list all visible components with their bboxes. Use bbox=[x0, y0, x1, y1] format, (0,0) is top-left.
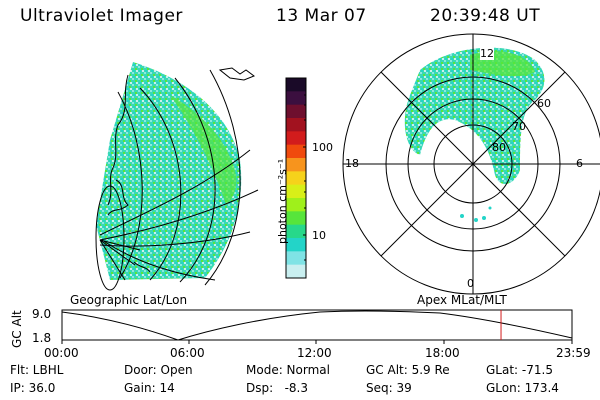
status-gc-alt: GC Alt: 5.9 Re bbox=[366, 363, 450, 377]
colorbar-cell bbox=[286, 118, 306, 132]
colorbar-cell bbox=[286, 171, 306, 186]
status-glat: GLat: -71.5 bbox=[486, 363, 553, 377]
timeline-xtick-0000: 00:00 bbox=[44, 346, 79, 360]
status-dsp: Dsp: -8.3 bbox=[246, 381, 309, 395]
colorbar-ticks bbox=[303, 94, 306, 261]
date-readout: 13 Mar 07 bbox=[276, 6, 367, 26]
colorbar-cell bbox=[286, 264, 306, 279]
polar-panel-label: Apex MLat/MLT bbox=[417, 293, 507, 307]
colorbar-cell bbox=[286, 91, 306, 106]
colorbar-tick-10: 10 bbox=[312, 229, 326, 242]
geo-aurora-green-core bbox=[170, 95, 237, 205]
timeline-ytick-9: 9.0 bbox=[32, 307, 52, 321]
lat-label-80: 80 bbox=[492, 141, 506, 154]
colorbar-cell bbox=[286, 184, 306, 199]
status-gain: Gain: 14 bbox=[124, 381, 175, 395]
geo-panel-label: Geographic Lat/Lon bbox=[70, 293, 188, 307]
status-door: Door: Open bbox=[124, 363, 193, 377]
mlt-label-18: 18 bbox=[345, 157, 359, 170]
colorbar-cell bbox=[286, 238, 306, 252]
coastline-outline bbox=[107, 67, 256, 273]
altitude-timeline bbox=[61, 309, 573, 344]
colorbar-unit-label: photon cm⁻²s⁻¹ bbox=[276, 158, 289, 244]
colorbar-tick-100: 100 bbox=[312, 141, 333, 154]
colorbar bbox=[285, 77, 307, 279]
colorbar-cell bbox=[286, 251, 306, 266]
timeline-xtick-1200: 12:00 bbox=[297, 346, 332, 360]
colorbar-cell bbox=[286, 131, 306, 146]
status-seq: Seq: 39 bbox=[366, 381, 412, 395]
mlt-label-0: 0 bbox=[467, 277, 474, 290]
colorbar-cell bbox=[286, 211, 306, 226]
polar-plot-panel bbox=[342, 33, 600, 295]
geo-grid-lines bbox=[95, 69, 259, 291]
timeline-xtick-1800: 18:00 bbox=[425, 346, 460, 360]
timeline-ylabel: GC Alt bbox=[10, 310, 24, 348]
mlt-label-12: 12 bbox=[480, 47, 494, 60]
status-ip: IP: 36.0 bbox=[10, 381, 56, 395]
app-title: Ultraviolet Imager bbox=[20, 6, 183, 26]
status-mode: Mode: Normal bbox=[246, 363, 330, 377]
timeline-xtick-0600: 06:00 bbox=[170, 346, 205, 360]
timeline-ytick-1-8: 1.8 bbox=[32, 331, 52, 345]
polar-grid bbox=[342, 33, 600, 295]
geo-map-panel bbox=[95, 62, 259, 291]
timeline-ticks bbox=[61, 340, 573, 344]
altitude-curve bbox=[61, 310, 573, 341]
status-glon: GLon: 173.4 bbox=[486, 381, 559, 395]
lat-label-70: 70 bbox=[512, 120, 526, 133]
lat-label-60: 60 bbox=[537, 97, 551, 110]
geo-aurora-image bbox=[96, 62, 242, 280]
colorbar-cell bbox=[286, 158, 306, 172]
status-flt: Flt: LBHL bbox=[10, 363, 64, 377]
mlt-label-6: 6 bbox=[576, 157, 583, 170]
polar-aurora-spots bbox=[460, 206, 492, 222]
colorbar-cell bbox=[286, 198, 306, 212]
colorbar-cell bbox=[286, 144, 306, 159]
timeline-xtick-2359: 23:59 bbox=[556, 346, 591, 360]
colorbar-cell bbox=[286, 104, 306, 119]
colorbar-cell bbox=[286, 78, 306, 92]
colorbar-cell bbox=[286, 224, 306, 239]
time-readout: 20:39:48 UT bbox=[430, 6, 541, 26]
